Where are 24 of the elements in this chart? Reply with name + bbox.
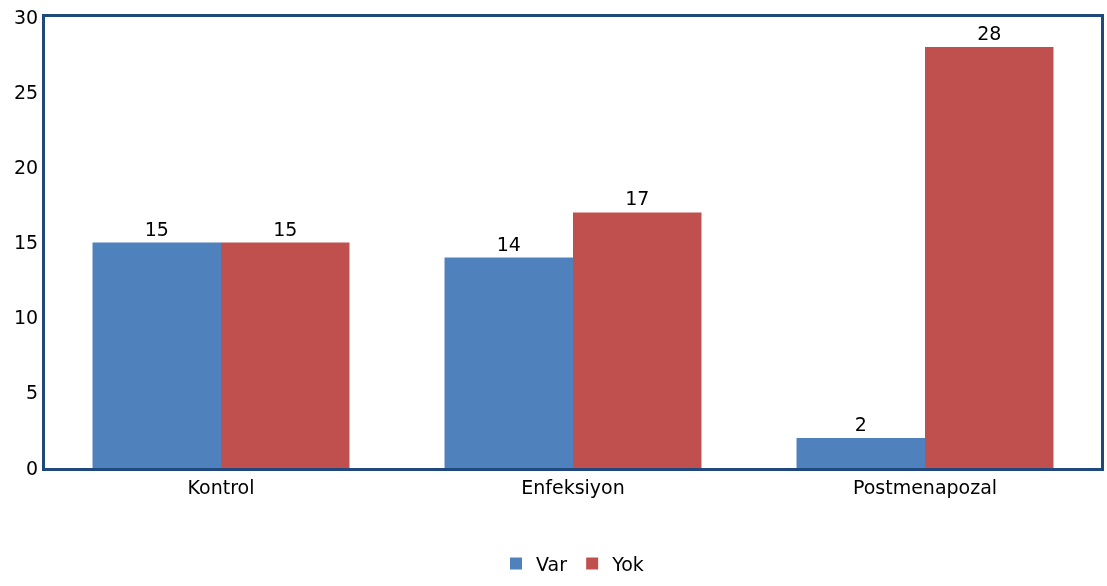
y-tick-label: 0	[26, 456, 39, 479]
x-tick-label: Postmenapozal	[852, 475, 998, 498]
y-tick-label: 30	[14, 5, 39, 28]
legend-label: Yok	[611, 552, 644, 575]
x-tick-label: Kontrol	[187, 475, 255, 498]
bar	[925, 47, 1054, 468]
data-label: 15	[144, 217, 169, 240]
data-label: 2	[854, 412, 867, 435]
y-tick-label: 5	[26, 381, 39, 404]
y-tick-label: 10	[14, 306, 39, 329]
bar	[92, 242, 221, 468]
bar	[221, 242, 350, 468]
y-tick-label: 25	[14, 80, 39, 103]
y-tick-label: 20	[14, 155, 39, 178]
bar	[796, 437, 925, 468]
data-label: 17	[625, 187, 650, 210]
bar	[573, 212, 702, 468]
legend-label: Var	[536, 552, 568, 575]
bar	[444, 257, 573, 468]
data-label: 28	[977, 22, 1002, 45]
data-label: 15	[273, 217, 298, 240]
x-tick-label: Enfeksiyon	[521, 475, 625, 498]
y-tick-label: 15	[14, 231, 39, 254]
data-label: 14	[496, 232, 521, 255]
